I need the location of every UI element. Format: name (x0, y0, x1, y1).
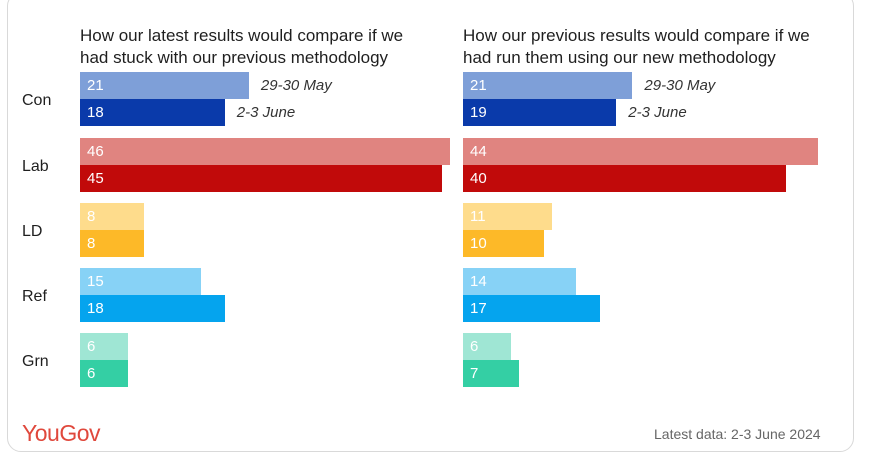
bar-value-label: 8 (87, 208, 96, 225)
series-label-may: 29-30 May (260, 77, 332, 94)
bar-value-label: 46 (87, 143, 104, 160)
bar-value-label: 40 (470, 170, 487, 187)
yougov-logo: YouGov (22, 420, 101, 446)
bar-grn-may-panel1 (80, 333, 129, 360)
bar-value-label: 10 (470, 235, 487, 252)
bar-lab-may-panel2 (463, 138, 818, 165)
bar-lab-june-panel2 (463, 165, 786, 192)
bar-con-june-panel1 (80, 99, 225, 126)
bar-value-label: 6 (87, 365, 96, 382)
bar-ld-may-panel2 (463, 203, 552, 230)
series-label-june: 2-3 June (236, 104, 296, 121)
bar-value-label: 17 (470, 300, 487, 317)
bar-value-label: 8 (87, 235, 96, 252)
bar-value-label: 21 (470, 77, 487, 94)
panel-title-2: How our previous results would compare i… (463, 26, 810, 67)
party-label-lab: Lab (22, 158, 49, 175)
bar-grn-june-panel1 (80, 360, 129, 387)
bar-lab-june-panel1 (80, 165, 442, 192)
bar-value-label: 45 (87, 170, 104, 187)
bar-value-label: 44 (470, 143, 487, 160)
bar-con-may-panel1 (80, 72, 249, 99)
bar-value-label: 6 (470, 338, 479, 355)
bar-value-label: 15 (87, 273, 104, 290)
bar-value-label: 18 (87, 300, 104, 317)
bar-ref-june-panel1 (80, 295, 225, 322)
party-label-ld: LD (22, 223, 43, 240)
bar-ld-june-panel1 (80, 230, 145, 257)
panel-title-1: How our latest results would compare if … (80, 26, 404, 67)
bar-grn-june-panel2 (463, 360, 520, 387)
bar-value-label: 7 (470, 365, 479, 382)
bar-value-label: 19 (470, 104, 487, 121)
bar-value-label: 6 (87, 338, 96, 355)
bar-ld-june-panel2 (463, 230, 544, 257)
bar-con-may-panel2 (463, 72, 633, 99)
party-label-grn: Grn (22, 353, 49, 370)
bar-value-label: 11 (470, 208, 486, 225)
bar-ref-june-panel2 (463, 295, 601, 322)
bar-lab-may-panel1 (80, 138, 450, 165)
party-label-ref: Ref (22, 288, 47, 305)
party-label-con: Con (22, 92, 52, 109)
bar-ld-may-panel1 (80, 203, 145, 230)
bar-value-label: 18 (87, 104, 104, 121)
bar-con-june-panel2 (463, 99, 617, 126)
series-label-may: 29-30 May (644, 77, 716, 94)
bar-value-label: 14 (470, 273, 487, 290)
bar-grn-may-panel2 (463, 333, 512, 360)
bar-ref-may-panel2 (463, 268, 576, 295)
latest-data-note: Latest data: 2-3 June 2024 (654, 426, 821, 442)
series-label-june: 2-3 June (628, 104, 687, 121)
bar-ref-may-panel1 (80, 268, 201, 295)
bar-value-label: 21 (87, 77, 104, 94)
